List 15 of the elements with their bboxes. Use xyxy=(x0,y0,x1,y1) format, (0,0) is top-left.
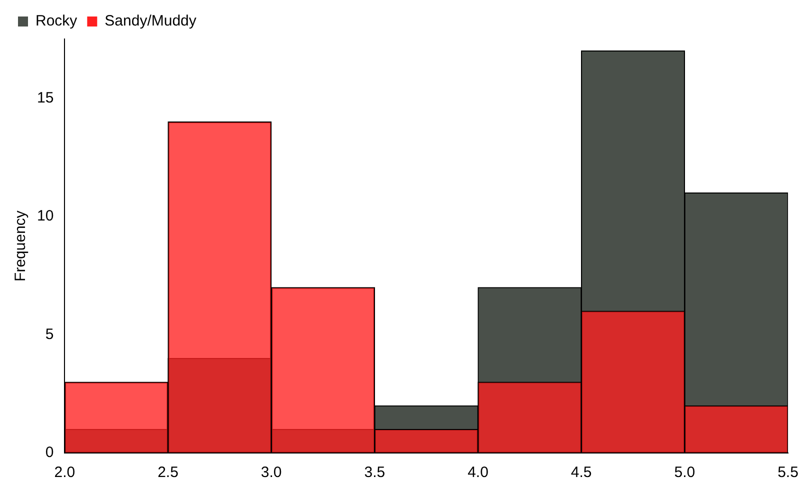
x-tick-label: 3.0 xyxy=(260,464,282,482)
y-tick-label: 5 xyxy=(45,326,54,343)
y-tick-label: 15 xyxy=(36,89,54,106)
y-tick-label: 10 xyxy=(36,208,54,225)
y-axis-title: Frequency xyxy=(12,210,30,282)
x-tick-label: 4.0 xyxy=(468,464,488,482)
x-tick-label: 2.0 xyxy=(54,464,76,482)
x-tick-label: 3.5 xyxy=(364,464,386,482)
x-tick-label: 5.0 xyxy=(674,464,696,482)
x-tick-label: 5.5 xyxy=(778,464,798,482)
legend-label: Rocky xyxy=(36,12,78,30)
x-tick-label: 4.5 xyxy=(570,464,592,482)
x-tick-label: 2.5 xyxy=(158,464,178,482)
y-tick-label: 0 xyxy=(45,444,54,462)
legend-label: Sandy/Muddy xyxy=(104,12,197,30)
